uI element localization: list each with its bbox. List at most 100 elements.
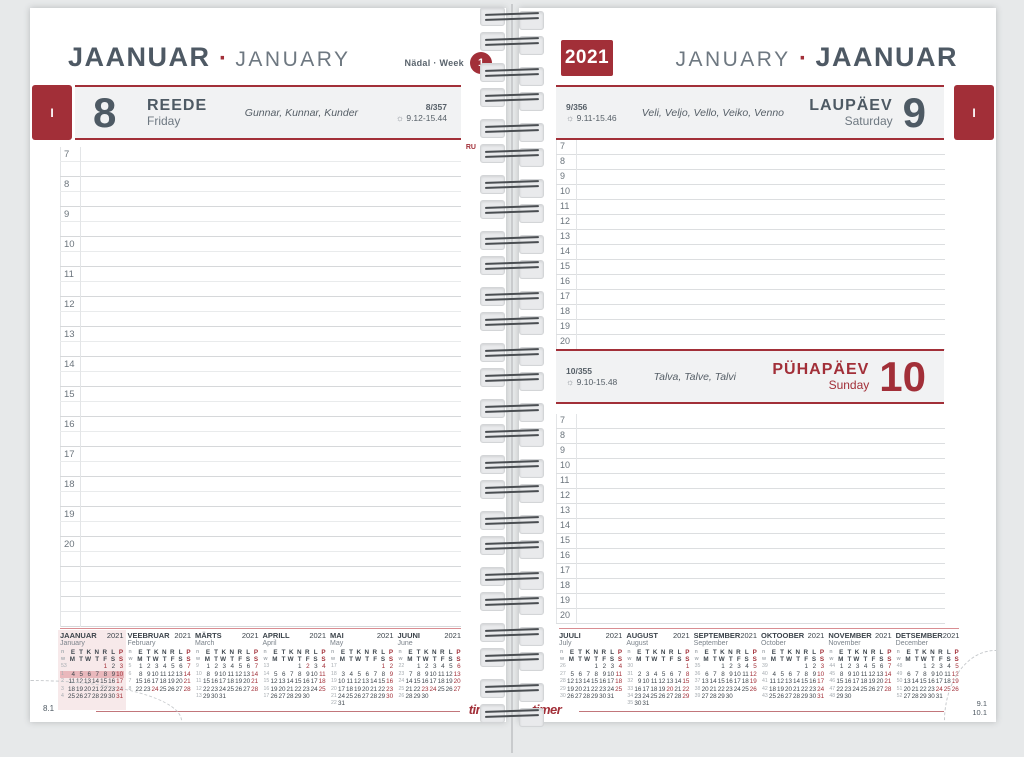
coil-loop (474, 200, 550, 225)
sun-icon: ☼ (395, 112, 404, 123)
day-cell (354, 700, 362, 707)
day-cell: 13 (701, 678, 709, 686)
week-number: 17 (331, 663, 337, 670)
week-number: 50 (896, 678, 903, 685)
weekday-letter: S (609, 655, 615, 663)
day-cell (852, 693, 860, 700)
day-cell (406, 663, 414, 670)
day-cell: 24 (429, 685, 437, 693)
week-number: 37 (694, 678, 701, 685)
weekday-letter: M (703, 655, 709, 663)
day-cell: 4 (618, 663, 623, 671)
day-cell: 6 (365, 670, 370, 678)
day-cell: 18 (227, 678, 235, 686)
name-days: Veli, Veljo, Vello, Veiko, Venno (641, 106, 785, 119)
month-name-en: December (895, 640, 928, 647)
coil-loop (474, 175, 550, 200)
day-cell (370, 663, 378, 670)
day-cell: 14 (183, 670, 191, 678)
day-cell: 12 (658, 678, 666, 686)
day-cell: 16 (634, 685, 642, 693)
day-cell: 9 (306, 670, 310, 678)
day-cell: 12 (445, 670, 453, 678)
punch-hole (519, 92, 544, 111)
day-cell: 31 (935, 692, 943, 700)
coil-loop (474, 368, 550, 393)
day-cell: 23 (927, 685, 935, 693)
hour-label: 18 (64, 479, 75, 490)
blank-row (60, 567, 461, 582)
day-cell: 27 (701, 692, 709, 700)
weekday-letter: K (288, 648, 294, 656)
punch-hole (519, 36, 544, 55)
month-header-left: JAANUAR · JANUARY (68, 42, 351, 73)
week-number: 7 (128, 678, 132, 685)
week-number: 1 (60, 670, 68, 679)
weekday-letter: P (388, 648, 394, 656)
weekday-letter: P (887, 648, 892, 656)
day-cell: 20 (666, 685, 674, 693)
day-cell: 28 (911, 692, 919, 700)
weekday-letter: R (601, 648, 607, 656)
weekday-letter: L (313, 648, 318, 656)
weekday-et: REEDE (147, 97, 208, 115)
weekday-letter: W (85, 655, 92, 663)
day-cell: 1 (139, 663, 143, 671)
hour-label: 16 (64, 419, 75, 430)
weekday-letter: W (584, 655, 591, 663)
day-cell: 6 (282, 670, 286, 678)
hour-label: 10 (64, 239, 75, 250)
day-cell: 27 (666, 692, 674, 700)
weekday-letter: S (253, 655, 259, 663)
weekday-letter: T (847, 648, 852, 656)
weekday-letter: E (408, 648, 413, 656)
day-cell: 8 (100, 670, 109, 679)
day-cell: 30 (211, 692, 219, 700)
weekday-letter: T (297, 655, 302, 663)
sunrise-sunset: ☼ 9.11-15.46 (566, 113, 617, 124)
year-badge: 2021 (561, 40, 613, 76)
day-cell: 26 (658, 692, 666, 700)
weekday-letter: T (349, 655, 354, 663)
day-cell: 25 (650, 692, 658, 700)
day-cell: 21 (370, 685, 378, 693)
day-cell: 10 (151, 670, 159, 678)
day-cell: 2 (214, 663, 219, 671)
hour-row: 16 (556, 549, 945, 564)
weekday-letter: E (70, 648, 76, 656)
weekday-letter: P (954, 648, 959, 656)
day-cell: 31 (219, 692, 227, 700)
hour-row: 13 (556, 230, 945, 245)
hour-row: 17 (60, 447, 461, 477)
day-cell: 4 (322, 663, 326, 671)
half-hour-line (60, 251, 461, 252)
hour-label: 17 (560, 565, 571, 575)
weekday-letter: T (162, 655, 167, 663)
day-cell: 15 (717, 678, 725, 686)
week-number: 25 (398, 685, 405, 692)
weekday-letter: K (854, 648, 860, 656)
day-cell: 22 (801, 685, 809, 693)
punch-hole (480, 480, 505, 499)
day-cell: 2 (306, 663, 310, 671)
day-cell: 28 (674, 692, 682, 700)
day-cell (583, 663, 591, 670)
day-cell (650, 700, 658, 707)
weekday-letter: E (273, 648, 278, 656)
week-number: 12 (196, 685, 202, 692)
weekday-letter: S (685, 655, 690, 663)
day-cell: 6 (705, 670, 709, 678)
week-number: 33 (627, 685, 634, 692)
day-cell (243, 693, 251, 700)
punch-hole (519, 316, 544, 335)
hour-label: 11 (560, 201, 570, 211)
day-cell (575, 663, 583, 670)
day-cell: 6 (788, 670, 793, 678)
sunrise-sunset: ☼ 9.10-15.48 (566, 377, 617, 388)
day-cell: 25 (860, 685, 868, 693)
punch-hole (480, 399, 505, 418)
